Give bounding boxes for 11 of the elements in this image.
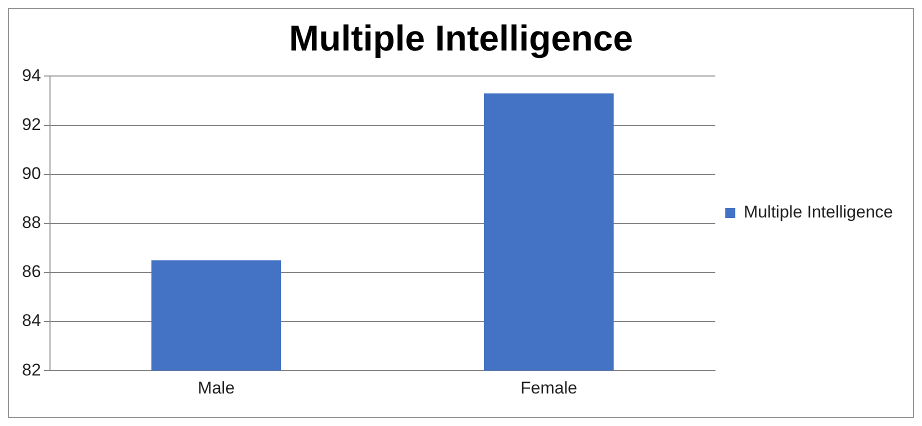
y-tick-label: 94 xyxy=(22,66,41,85)
y-tick-label: 82 xyxy=(22,360,41,380)
y-tick-label: 84 xyxy=(22,311,41,330)
y-tick-label: 86 xyxy=(22,262,41,282)
x-tick-label: Female xyxy=(520,378,578,398)
legend-label: Multiple Intelligence xyxy=(744,202,894,222)
y-tick-label: 90 xyxy=(22,164,41,184)
y-tick-label: 88 xyxy=(22,213,41,232)
chart-title: Multiple Intelligence xyxy=(288,18,634,59)
y-tick-label: 92 xyxy=(22,114,41,134)
x-tick-label: Male xyxy=(198,378,235,398)
